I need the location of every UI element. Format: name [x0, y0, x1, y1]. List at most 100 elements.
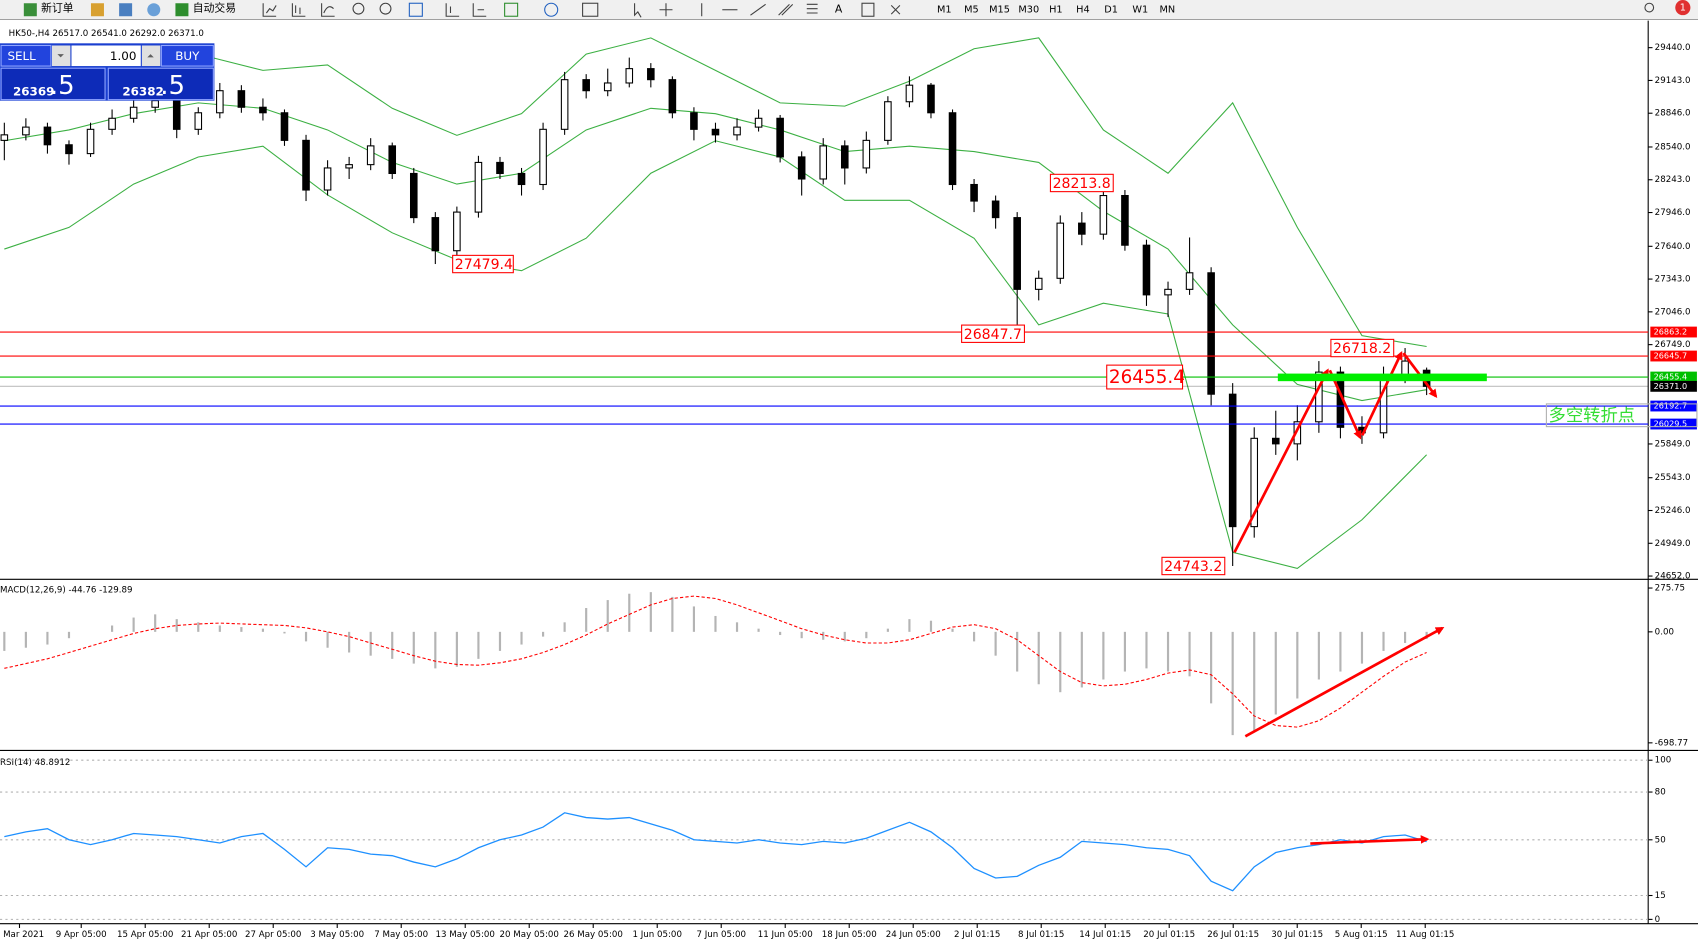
x-tick-label: 11 Aug 01:15	[1396, 930, 1454, 940]
x-tick-label: 30 Jul 01:15	[1271, 930, 1323, 940]
y-tick-label: 27640.0	[1655, 242, 1691, 252]
toolbar-icon[interactable]	[472, 3, 487, 17]
candle-body	[237, 90, 246, 108]
candle-body	[1164, 288, 1172, 296]
notification-badge[interactable]	[1675, 0, 1691, 16]
toolbar-icon[interactable]	[119, 3, 133, 17]
fibo-tool[interactable]	[806, 3, 818, 14]
price-annotation: 28213.8	[1053, 176, 1111, 192]
candle-body	[280, 112, 289, 141]
price-annotation-box	[1330, 338, 1395, 358]
toolbar-icon[interactable]	[582, 2, 599, 17]
toolbar-icon[interactable]	[147, 3, 161, 17]
text-tool[interactable]: A	[835, 3, 843, 16]
shapes-tool[interactable]	[890, 5, 901, 15]
candle-body	[560, 79, 569, 130]
crosshair-tool[interactable]	[659, 3, 673, 17]
label-tool[interactable]	[861, 2, 875, 17]
timeframe-button[interactable]: H4	[1076, 5, 1090, 16]
toolbar-button[interactable]: 新订单	[41, 1, 74, 15]
toolbar-icon[interactable]	[445, 3, 460, 17]
x-tick-label: 7 Jun 05:00	[696, 930, 745, 940]
cursor-tool[interactable]	[634, 3, 642, 18]
y-tick-label: 27046.0	[1655, 307, 1691, 317]
zoom-out[interactable]	[379, 2, 392, 15]
arrow	[1310, 835, 1430, 845]
candle-body	[754, 117, 763, 128]
candle-body	[668, 79, 677, 114]
toolbar-icon[interactable]	[504, 2, 519, 17]
arrow	[1361, 351, 1403, 436]
x-tick-label: 27 Apr 05:00	[245, 930, 301, 940]
candle-body	[43, 126, 52, 146]
lots-input[interactable]	[71, 45, 141, 67]
x-tick-label: 26 Jul 01:15	[1207, 930, 1259, 940]
candle-body	[151, 100, 159, 108]
toolbar-icon[interactable]	[321, 3, 335, 17]
toolbar-button[interactable]: 自动交易	[193, 1, 236, 15]
y-tick-label: 275.75	[1655, 584, 1685, 594]
timeframe-button[interactable]: D1	[1104, 5, 1118, 16]
buy-price-box[interactable]	[107, 67, 214, 101]
candle-body	[711, 128, 720, 136]
search[interactable]	[1644, 2, 1655, 13]
x-tick-label: 5 Aug 01:15	[1335, 930, 1388, 940]
y-tick-label: 24949.0	[1655, 539, 1691, 549]
toolbar-icon[interactable]	[90, 3, 104, 17]
notification-count[interactable]: 1	[1680, 3, 1686, 14]
candle-body	[474, 161, 483, 213]
timeframe-button[interactable]: M5	[964, 5, 979, 16]
sell-price-box[interactable]	[0, 67, 106, 101]
lots-value[interactable]: 1.00	[110, 49, 137, 63]
y-tick-label: 28540.0	[1655, 142, 1691, 152]
candle-body	[927, 84, 935, 114]
y-tick-label: 0	[1655, 915, 1661, 925]
candle-body	[431, 217, 440, 252]
candle-body	[302, 139, 310, 191]
timeframe-button[interactable]: H1	[1049, 5, 1063, 16]
candle-body	[345, 164, 353, 169]
buy-price[interactable]: 26382	[122, 85, 163, 99]
x-tick-label: 26 May 05:00	[564, 930, 623, 940]
toolbar-icon[interactable]	[544, 2, 559, 17]
sell-label[interactable]: SELL	[7, 49, 36, 63]
y-tick-label: 25543.0	[1655, 473, 1691, 483]
auto-trade-icon[interactable]	[175, 3, 189, 17]
sell-price[interactable]: 26369	[13, 85, 54, 99]
sell-button[interactable]	[0, 44, 52, 67]
toolbar-icon[interactable]	[291, 3, 306, 17]
price-level-tag	[1650, 350, 1697, 362]
timeframe-button[interactable]: M1	[937, 5, 952, 16]
y-tick-label: 0.00	[1655, 627, 1674, 637]
y-tick-label: 25246.0	[1655, 506, 1691, 516]
timeframe-button[interactable]: M30	[1018, 5, 1039, 16]
toolbar-icon[interactable]	[408, 2, 423, 17]
timeframe-button[interactable]: M15	[989, 5, 1010, 16]
candle-body	[108, 117, 116, 130]
timeframe-button[interactable]: MN	[1160, 5, 1176, 16]
candle-body	[1293, 421, 1302, 445]
price-level-label: 26863.2	[1654, 327, 1688, 337]
sell-price-pips[interactable]: .5	[50, 71, 75, 101]
timeframe-button[interactable]: W1	[1132, 5, 1148, 16]
price-level-label: 26029.5	[1654, 419, 1688, 429]
price-level-tag	[1650, 371, 1697, 383]
candle-body	[1099, 194, 1108, 235]
trendline-tool[interactable]	[750, 3, 766, 16]
candle-body	[86, 128, 95, 155]
y-tick-label: 24652.0	[1655, 572, 1691, 582]
candle-body	[1142, 244, 1151, 296]
new-order-icon[interactable]	[23, 3, 37, 17]
toolbar-icon[interactable]	[262, 3, 277, 17]
y-tick-label: 28846.0	[1655, 109, 1691, 119]
buy-label[interactable]: BUY	[175, 49, 200, 63]
buy-button[interactable]	[160, 44, 214, 67]
zoom-in[interactable]	[352, 2, 365, 15]
channel-tool[interactable]	[778, 3, 794, 16]
buy-price-pips[interactable]: .5	[160, 71, 185, 101]
candle-body	[840, 145, 849, 169]
y-tick-label: 100	[1655, 756, 1672, 766]
price-level-tag	[1650, 380, 1697, 392]
candle-body	[1207, 272, 1215, 395]
